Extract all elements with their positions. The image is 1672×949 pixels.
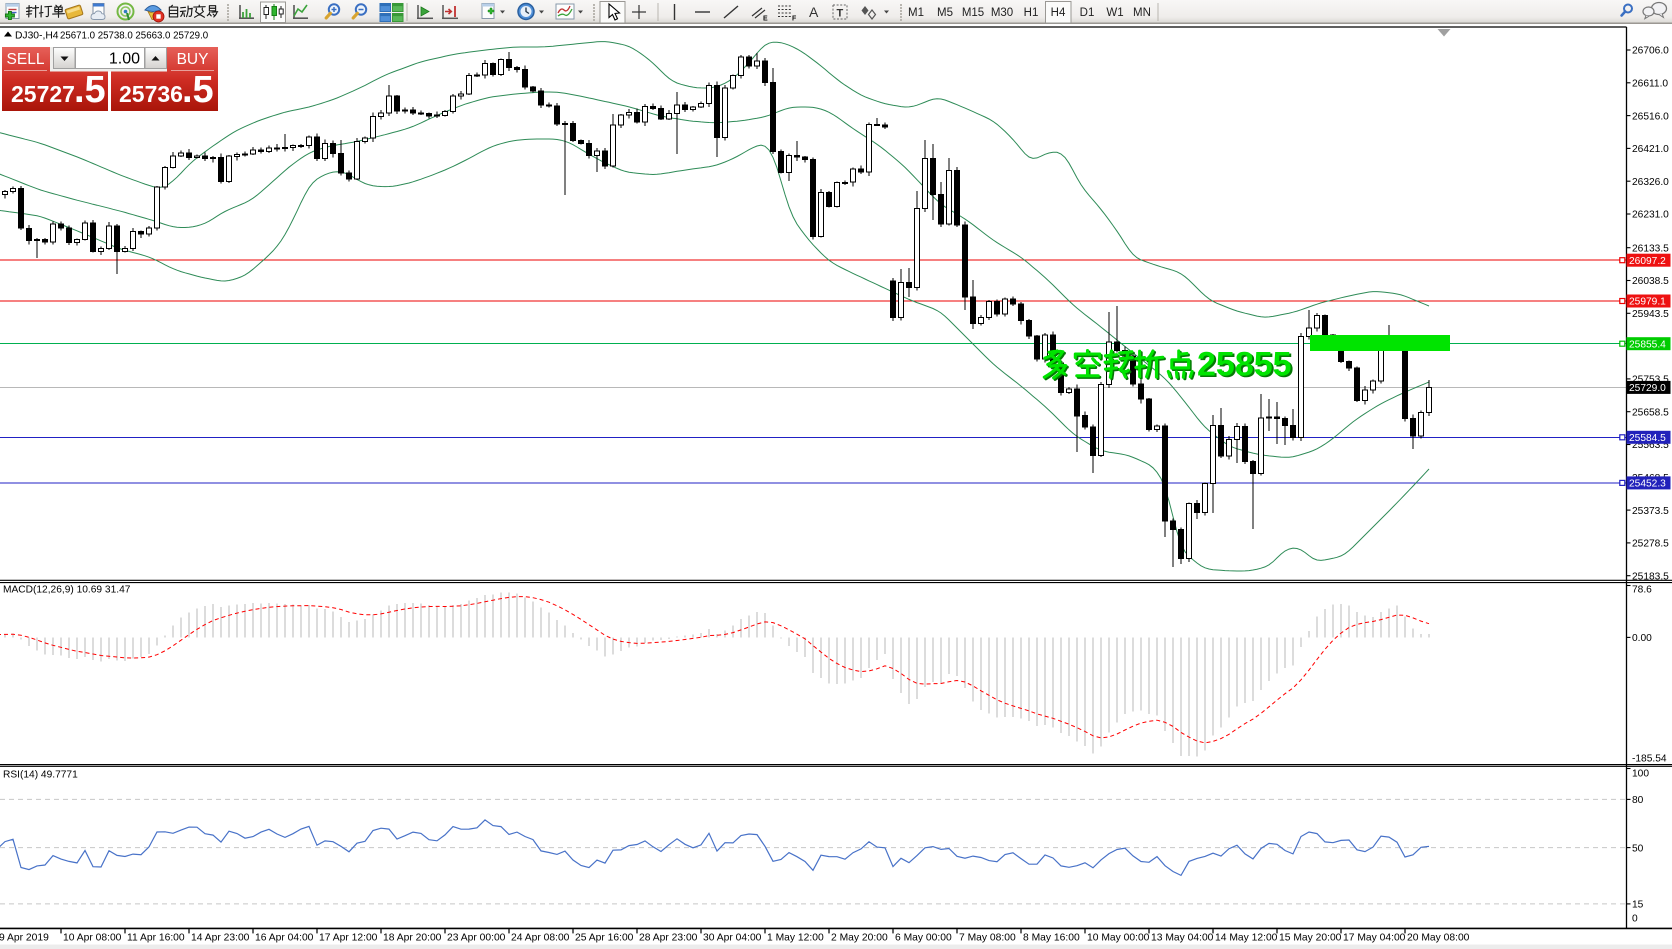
svg-text:RSI(14) 49.7771: RSI(14) 49.7771 <box>3 769 78 780</box>
svg-text:DJ30-,H4: DJ30-,H4 <box>15 30 59 41</box>
svg-text:26097.2: 26097.2 <box>1629 256 1666 267</box>
svg-text:20 May 08:00: 20 May 08:00 <box>1407 933 1470 944</box>
svg-text:7 May 08:00: 7 May 08:00 <box>959 933 1016 944</box>
svg-text:25855.4: 25855.4 <box>1629 339 1666 350</box>
svg-text:28 Apr 23:00: 28 Apr 23:00 <box>639 933 698 944</box>
svg-text:17 May 04:00: 17 May 04:00 <box>1343 933 1406 944</box>
svg-text:6 May 00:00: 6 May 00:00 <box>895 933 952 944</box>
svg-text:25943.5: 25943.5 <box>1632 309 1669 320</box>
svg-text:-185.54: -185.54 <box>1632 753 1667 764</box>
svg-text:14 Apr 23:00: 14 Apr 23:00 <box>191 933 250 944</box>
svg-text:26516.0: 26516.0 <box>1632 111 1669 122</box>
svg-text:A: A <box>809 4 819 20</box>
svg-text:.5: .5 <box>74 69 106 111</box>
svg-text:18 Apr 20:00: 18 Apr 20:00 <box>383 933 442 944</box>
svg-text:M1: M1 <box>908 7 924 19</box>
svg-text:0.00: 0.00 <box>1632 633 1652 644</box>
svg-text:.5: .5 <box>182 69 214 111</box>
svg-text:26706.0: 26706.0 <box>1632 46 1669 57</box>
svg-text:25671.0 25738.0 25663.0 25729.: 25671.0 25738.0 25663.0 25729.0 <box>60 30 209 41</box>
svg-text:25727: 25727 <box>11 81 75 107</box>
svg-text:W1: W1 <box>1106 7 1123 19</box>
svg-text:16 Apr 04:00: 16 Apr 04:00 <box>255 933 314 944</box>
svg-text:23 Apr 00:00: 23 Apr 00:00 <box>447 933 506 944</box>
svg-text:25584.5: 25584.5 <box>1629 433 1666 444</box>
svg-text:2 May 20:00: 2 May 20:00 <box>831 933 888 944</box>
svg-text:M30: M30 <box>991 7 1013 19</box>
svg-text:15: 15 <box>1632 900 1644 911</box>
svg-text:25736: 25736 <box>119 81 183 107</box>
svg-text:24 Apr 08:00: 24 Apr 08:00 <box>511 933 570 944</box>
svg-text:26231.0: 26231.0 <box>1632 210 1669 221</box>
svg-text:26326.0: 26326.0 <box>1632 177 1669 188</box>
svg-text:H4: H4 <box>1051 7 1066 19</box>
svg-text:D1: D1 <box>1080 7 1095 19</box>
svg-text:25658.5: 25658.5 <box>1632 407 1669 418</box>
svg-text:25753.5: 25753.5 <box>1632 375 1669 386</box>
svg-text:25373.5: 25373.5 <box>1632 506 1669 517</box>
svg-text:11 Apr 16:00: 11 Apr 16:00 <box>127 933 185 944</box>
svg-text:10 May 00:00: 10 May 00:00 <box>1087 933 1150 944</box>
svg-text:30 Apr 04:00: 30 Apr 04:00 <box>703 933 762 944</box>
svg-text:14 May 12:00: 14 May 12:00 <box>1215 933 1278 944</box>
svg-text:BUY: BUY <box>177 51 209 68</box>
svg-text:100: 100 <box>1632 769 1649 780</box>
svg-text:80: 80 <box>1632 795 1644 806</box>
svg-text:25729.0: 25729.0 <box>1629 383 1666 394</box>
svg-text:T: T <box>837 8 844 20</box>
svg-text:SELL: SELL <box>7 51 45 68</box>
svg-text:26421.0: 26421.0 <box>1632 144 1669 155</box>
svg-text:25278.5: 25278.5 <box>1632 539 1669 550</box>
svg-text:25563.5: 25563.5 <box>1632 440 1669 451</box>
svg-text:8 May 16:00: 8 May 16:00 <box>1023 933 1080 944</box>
svg-text:50: 50 <box>1632 843 1644 854</box>
svg-text:26038.5: 26038.5 <box>1632 276 1669 287</box>
svg-text:1 May 12:00: 1 May 12:00 <box>767 933 824 944</box>
svg-text:13 May 04:00: 13 May 04:00 <box>1151 933 1214 944</box>
svg-text:1.00: 1.00 <box>109 51 140 68</box>
svg-text:17 Apr 12:00: 17 Apr 12:00 <box>319 933 378 944</box>
svg-text:25979.1: 25979.1 <box>1629 297 1666 308</box>
svg-text:F: F <box>792 16 797 23</box>
svg-text:10 Apr 08:00: 10 Apr 08:00 <box>63 933 122 944</box>
svg-text:25855: 25855 <box>1199 347 1294 385</box>
svg-text:MACD(12,26,9) 10.69 31.47: MACD(12,26,9) 10.69 31.47 <box>3 584 131 595</box>
svg-text:M5: M5 <box>937 7 953 19</box>
svg-text:26133.5: 26133.5 <box>1632 243 1669 254</box>
svg-text:0: 0 <box>1632 914 1638 925</box>
svg-text:25855: 25855 <box>1197 346 1292 384</box>
svg-text:MN: MN <box>1133 7 1151 19</box>
svg-text:H1: H1 <box>1024 7 1039 19</box>
svg-text:25183.5: 25183.5 <box>1632 571 1669 582</box>
svg-text:9 Apr 2019: 9 Apr 2019 <box>0 933 49 944</box>
svg-text:25452.3: 25452.3 <box>1629 479 1666 490</box>
svg-text:M15: M15 <box>962 7 984 19</box>
svg-text:25 Apr 16:00: 25 Apr 16:00 <box>575 933 634 944</box>
svg-text:15 May 20:00: 15 May 20:00 <box>1279 933 1342 944</box>
svg-text:26611.0: 26611.0 <box>1632 79 1668 90</box>
svg-text:78.6: 78.6 <box>1632 585 1652 596</box>
svg-text:E: E <box>763 16 768 23</box>
